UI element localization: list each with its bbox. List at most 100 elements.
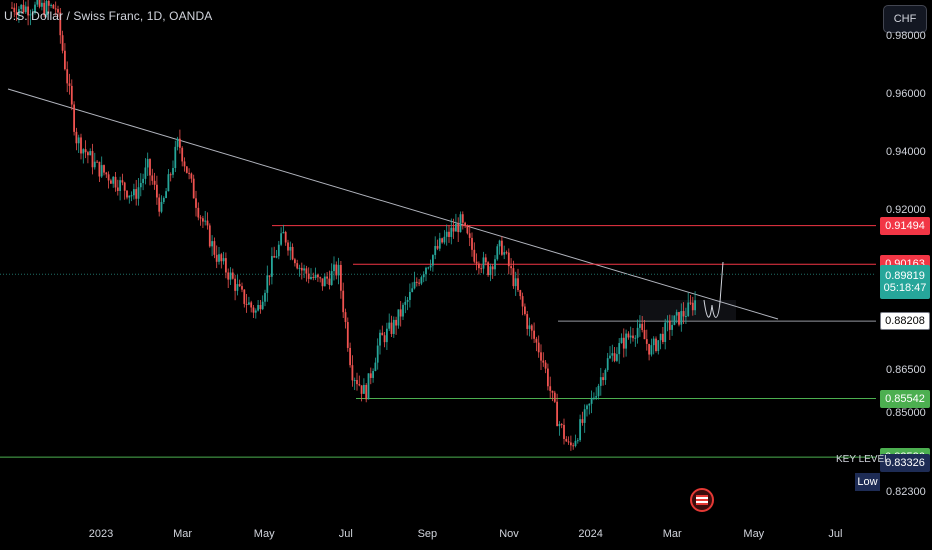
candle-body — [181, 147, 184, 162]
candle-body — [328, 278, 331, 285]
candle-body — [41, 2, 43, 7]
candle-body — [484, 257, 487, 263]
y-tick-label: 0.92000 — [886, 203, 926, 216]
candle-body — [581, 419, 584, 423]
candle-body — [183, 161, 186, 167]
candle-body — [202, 218, 204, 222]
candle-body — [418, 282, 420, 284]
candle-body — [174, 146, 177, 169]
candle-body — [312, 276, 315, 278]
candle-body — [241, 286, 243, 290]
candle-body — [167, 174, 170, 192]
candle-body — [606, 358, 609, 370]
candle-body — [448, 231, 450, 237]
candle-body — [438, 238, 441, 249]
candle-body — [45, 0, 48, 15]
candle-body — [625, 333, 627, 349]
candle-body — [52, 4, 55, 9]
candle-body — [427, 267, 430, 269]
candle-body — [291, 246, 294, 260]
candle-body — [586, 405, 588, 410]
candle-body — [335, 264, 338, 276]
candle-body — [75, 131, 78, 144]
candle-body — [636, 327, 639, 338]
candle-body — [266, 275, 269, 293]
candle-body — [91, 151, 94, 168]
candle-body — [432, 255, 434, 266]
currency-button[interactable]: CHF — [883, 5, 927, 33]
candle-body — [142, 178, 144, 184]
candle-body — [645, 339, 648, 344]
candle-body — [43, 2, 46, 15]
candle-body — [77, 137, 80, 144]
candle-body — [54, 8, 57, 10]
candle-body — [512, 268, 515, 287]
candle-body — [284, 232, 287, 243]
candle-body — [100, 165, 103, 177]
candle-body — [383, 335, 386, 343]
candle-body — [641, 323, 644, 330]
candle-body — [356, 380, 358, 385]
candle-body — [675, 312, 678, 316]
candle-body — [222, 258, 225, 262]
candle-body — [452, 227, 455, 232]
candle-body — [434, 246, 437, 256]
candle-body — [494, 259, 496, 270]
candle-body — [326, 276, 328, 279]
candle-body — [496, 246, 499, 260]
candle-body — [236, 284, 239, 291]
x-tick-label: Mar — [662, 528, 682, 540]
candle-body — [422, 274, 425, 278]
candle-body — [369, 373, 372, 378]
candle-body — [123, 182, 126, 191]
bar-countdown: 05:18:47 — [883, 282, 927, 295]
x-tick-label: Jul — [338, 528, 353, 540]
candle-body — [84, 149, 87, 153]
candle-body — [273, 256, 276, 258]
candle-body — [146, 159, 149, 168]
candle-body — [133, 189, 135, 196]
candle-body — [317, 274, 319, 278]
candle-body — [153, 180, 156, 185]
candle-body — [66, 69, 69, 84]
candle-body — [565, 438, 568, 442]
candle-body — [402, 304, 404, 317]
y-tick-label: 0.85000 — [886, 407, 926, 420]
price-tag-neutral: 0.88208 — [880, 312, 930, 331]
candle-body — [429, 265, 432, 268]
candle-body — [280, 233, 282, 245]
candle-body — [213, 241, 216, 255]
candle-body — [406, 299, 409, 302]
candle-body — [415, 281, 418, 283]
candle-body — [248, 302, 250, 305]
candle-body — [323, 276, 326, 287]
candle-body — [443, 236, 446, 243]
candle-body — [533, 330, 535, 339]
candle-body — [560, 424, 563, 426]
candle-body — [18, 9, 20, 15]
candle-body — [473, 249, 476, 262]
candle-body — [666, 320, 669, 323]
candle-body — [634, 337, 637, 339]
candle-body — [609, 355, 611, 359]
candle-body — [70, 85, 73, 105]
candle-body — [47, 0, 50, 6]
candle-body — [650, 345, 653, 355]
candle-body — [549, 386, 552, 391]
candle-body — [82, 149, 85, 154]
candle-body — [563, 424, 565, 439]
candle-body — [397, 309, 400, 326]
candle-body — [450, 227, 453, 237]
candle-body — [346, 322, 349, 348]
candle-body — [107, 174, 110, 181]
candle-body — [659, 333, 662, 341]
x-tick-label: Nov — [499, 528, 519, 540]
candle-body — [158, 197, 161, 212]
us-flag-icon[interactable] — [690, 488, 714, 512]
candle-body — [588, 403, 591, 406]
candle-body — [50, 4, 52, 6]
candle-body — [149, 159, 151, 176]
candle-body — [257, 304, 259, 311]
candle-body — [622, 337, 625, 349]
